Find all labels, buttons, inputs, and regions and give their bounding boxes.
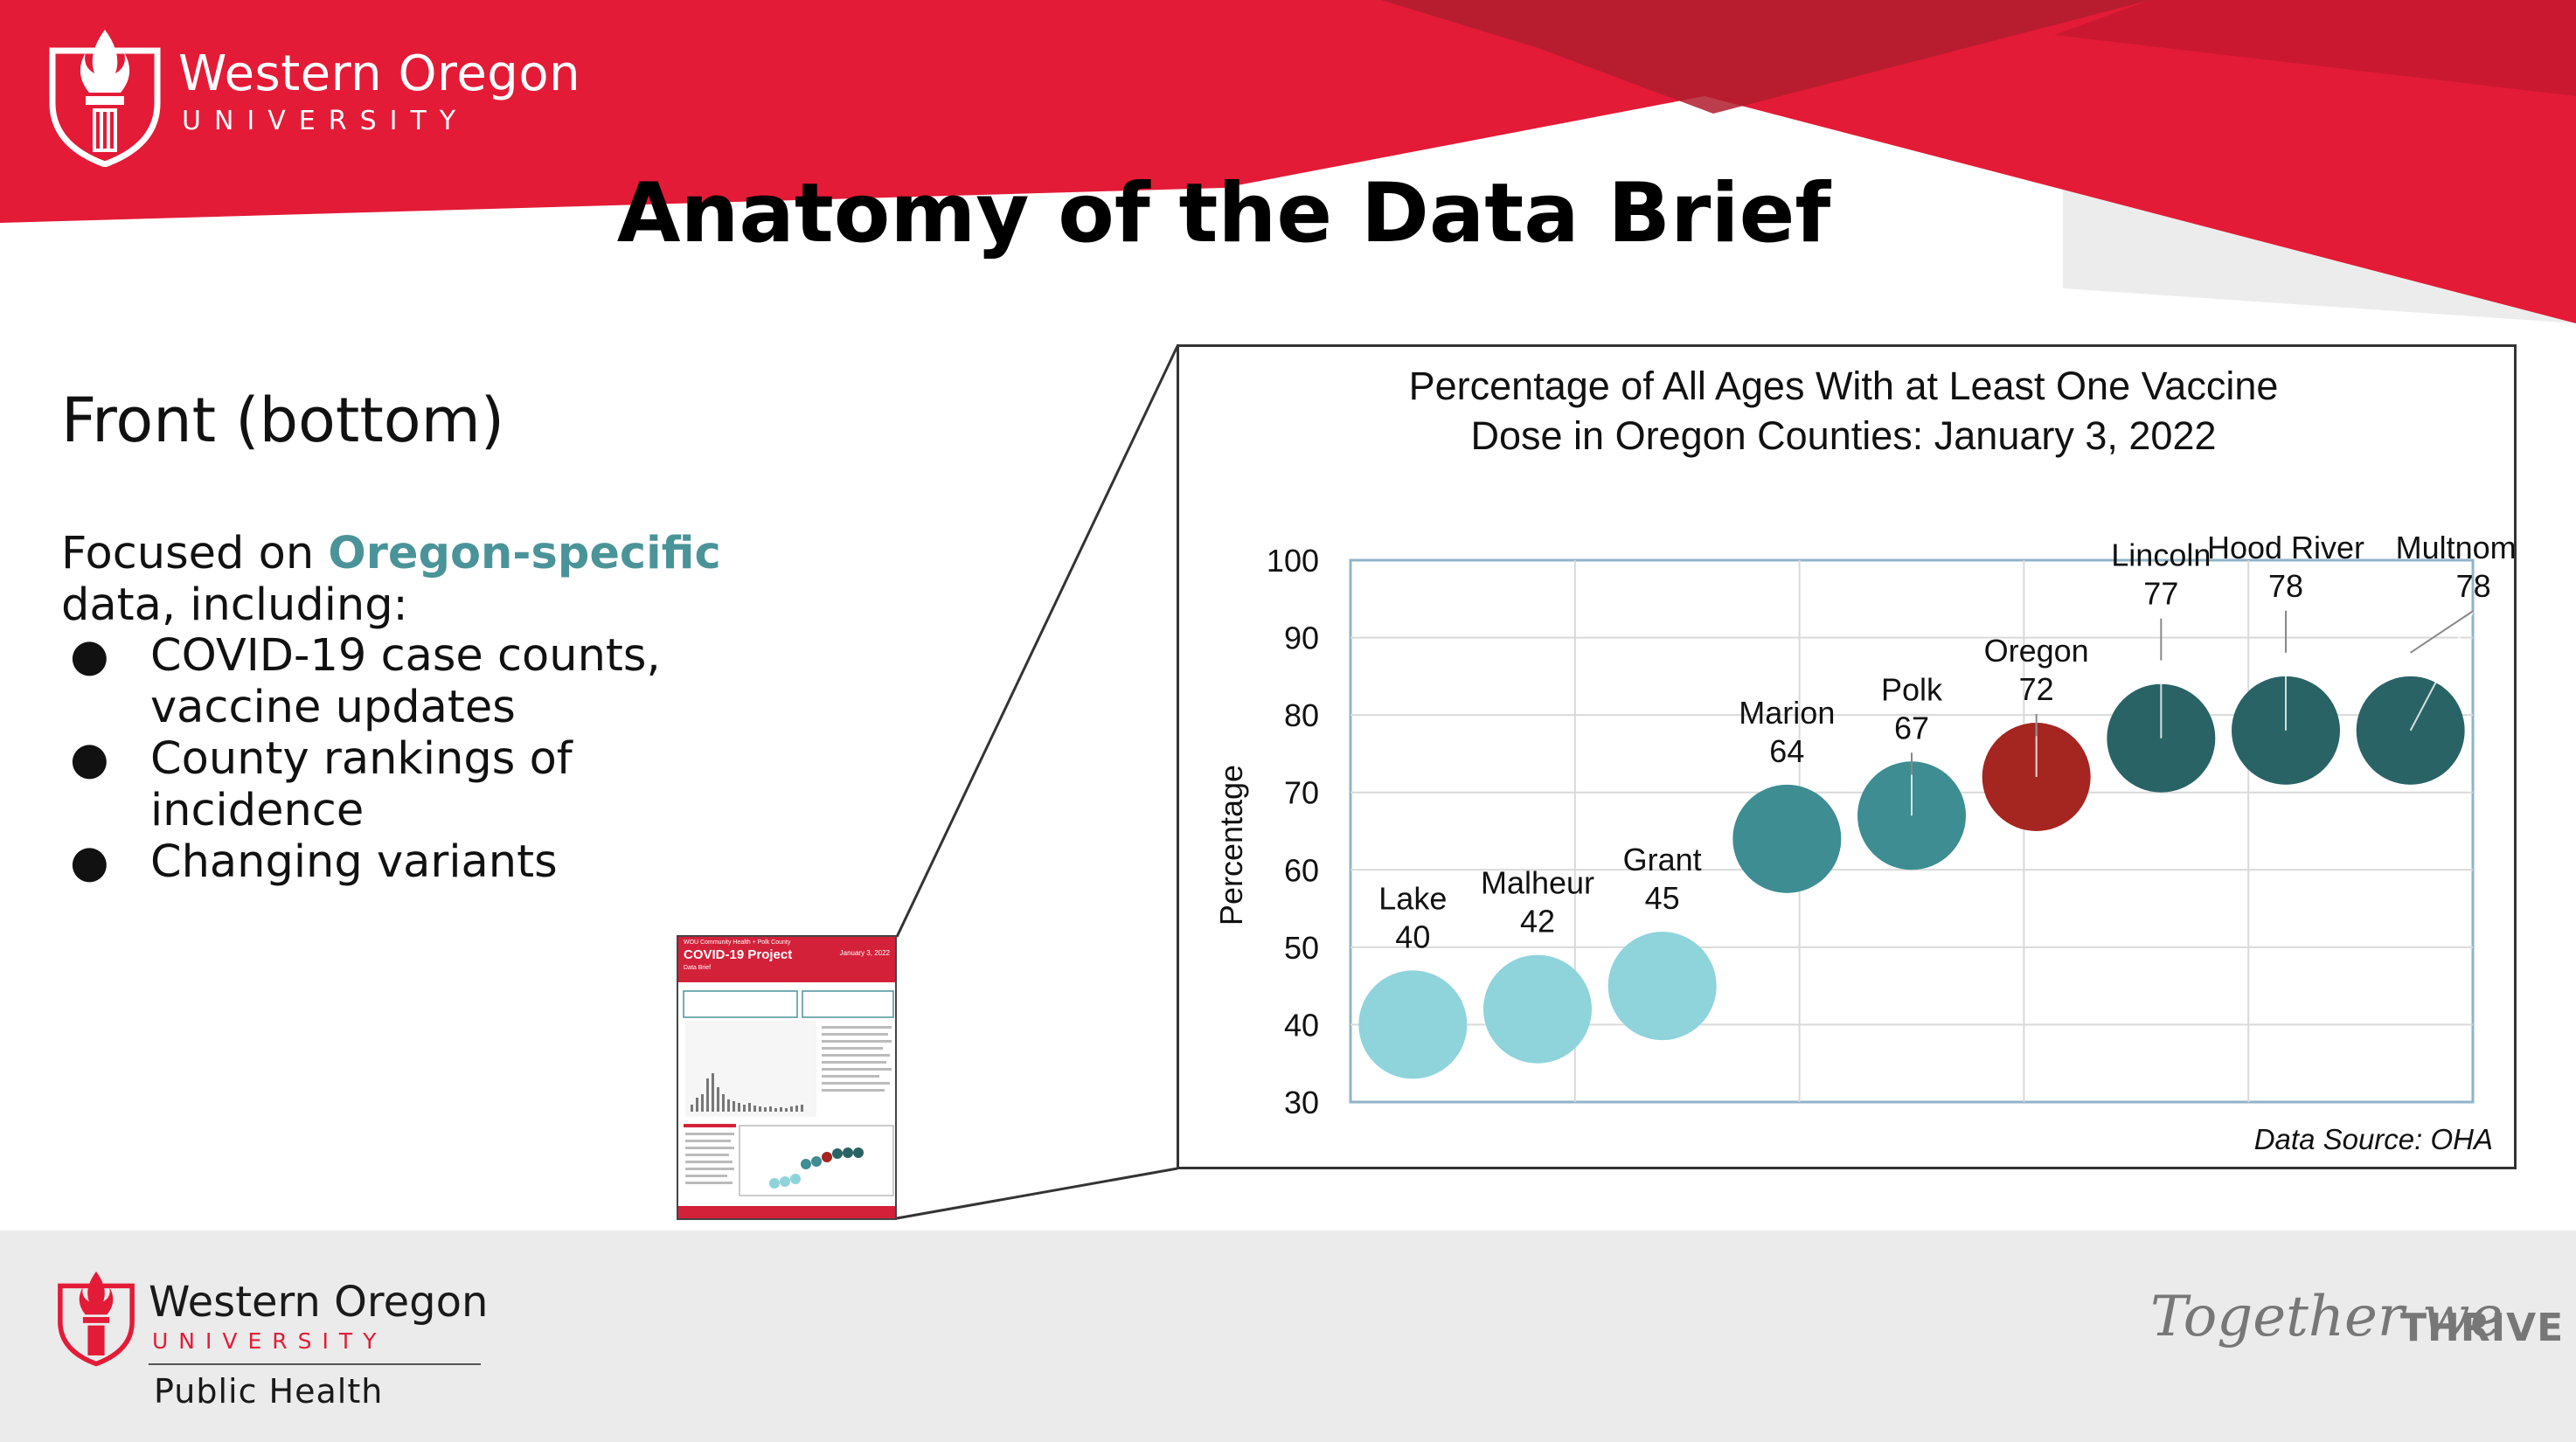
intro-line-1: Focused on Oregon-specific: [61, 528, 848, 579]
bullet-dot: ●: [70, 733, 109, 785]
section-heading: Front (bottom): [61, 385, 505, 456]
data-label-value: 40: [1395, 919, 1430, 954]
bullet-line: incidence: [150, 785, 365, 836]
y-tick-label: 100: [1267, 543, 1319, 579]
thumbnail-body: [678, 990, 895, 1218]
thumbnail-subtitle: Data Brief: [684, 965, 712, 971]
data-label-name: Hood River: [2207, 530, 2364, 565]
chart-y-axis-label: Percentage: [1213, 765, 1249, 926]
leader-line: [2409, 610, 2475, 731]
thumbnail-header: WOU Community Health + Polk County COVID…: [678, 937, 895, 982]
tagline-script: Together we: [2150, 1285, 2503, 1349]
header-logo-university: UNIVERSITY: [182, 106, 469, 136]
vaccine-chart: Percentage of All Ages With at Least One…: [1177, 344, 2517, 1169]
data-label-name: Malheur: [1481, 865, 1594, 901]
y-tick-label: 70: [1284, 775, 1319, 811]
bullet-line: County rankings of: [150, 733, 573, 785]
data-label-value: 72: [2019, 671, 2054, 707]
torch-shield-icon: [58, 1271, 135, 1367]
bullet-line: Changing variants: [150, 836, 558, 888]
thumbnail-header-line: WOU Community Health + Polk County: [684, 939, 791, 946]
bubble-malheur: [1483, 954, 1592, 1064]
data-label-name: Lake: [1378, 880, 1447, 916]
bubble-lake: [1358, 970, 1468, 1079]
data-label-name: Polk: [1881, 671, 1943, 707]
data-label-value: 78: [2268, 568, 2303, 604]
footer-logo-university: UNIVERSITY: [152, 1328, 387, 1354]
bullet-line: vaccine updates: [150, 682, 516, 733]
leader-line: [2410, 610, 2475, 654]
data-label-name: Grant: [1623, 842, 1702, 877]
bubble-multnomah: [2356, 676, 2465, 785]
y-tick-label: 40: [1284, 1007, 1319, 1043]
vaccine-bubble-chart: Percentage of All Ages With at Least One…: [1213, 364, 2514, 1155]
y-tick-label: 60: [1284, 852, 1319, 888]
intro-accent: Oregon-specific: [328, 528, 721, 579]
y-tick-label: 80: [1284, 697, 1319, 733]
thumbnail-date: January 3, 2022: [839, 949, 890, 957]
data-brief-thumbnail[interactable]: WOU Community Health + Polk County COVID…: [677, 935, 897, 1220]
data-label-name: Marion: [1739, 695, 1835, 731]
intro-line-2: data, including:: [61, 579, 408, 631]
data-label-value: 77: [2143, 576, 2178, 612]
header-logo-name: Western Oregon: [178, 45, 581, 102]
tagline-bold: THRIVE: [2400, 1306, 2565, 1350]
footer-logo-name: Western Oregon: [149, 1278, 489, 1327]
data-label-name: Oregon: [1984, 633, 2089, 669]
chart-data-source: Data Source: OHA: [2254, 1123, 2493, 1155]
data-label-value: 42: [1520, 904, 1555, 939]
header-logo[interactable]: Western Oregon UNIVERSITY: [44, 23, 612, 171]
slide-title: Anatomy of the Data Brief: [616, 166, 1831, 261]
y-tick-label: 30: [1284, 1085, 1319, 1120]
torch-shield-icon: [49, 30, 161, 167]
data-label-value: 67: [1894, 710, 1929, 745]
thumbnail-title: COVID-19 Project: [684, 947, 793, 962]
intro-text: Focused on Oregon-specific data, includi…: [61, 528, 848, 631]
bubble-grant: [1607, 932, 1717, 1041]
intro-prefix: Focused on: [61, 528, 329, 579]
data-label-value: 78: [2456, 568, 2491, 604]
data-label-name: Multnomah: [2396, 530, 2514, 565]
bullet-dot: ●: [70, 630, 109, 682]
footer-logo[interactable]: Western Oregon UNIVERSITY Public Health: [54, 1265, 509, 1423]
footer-divider: [149, 1363, 481, 1365]
chart-title-line-1: Percentage of All Ages With at Least One…: [1409, 364, 2279, 408]
bubble-hood-river: [2232, 676, 2340, 785]
data-label-value: 64: [1769, 733, 1804, 769]
footer: [0, 1231, 2576, 1442]
y-tick-label: 90: [1284, 620, 1319, 656]
y-tick-label: 50: [1284, 930, 1319, 966]
bullet-list: ● COVID-19 case counts, vaccine updates …: [70, 630, 857, 892]
bullet-dot: ●: [70, 836, 109, 888]
data-label-value: 45: [1645, 880, 1680, 916]
chart-y-axis: 30 40 50 60 70 80 90 100: [1267, 543, 1319, 1120]
bubble-marion: [1732, 784, 1842, 893]
data-label-name: Lincoln: [2111, 537, 2211, 573]
bullet-line: COVID-19 case counts,: [150, 630, 661, 682]
footer-department: Public Health: [154, 1372, 384, 1411]
tagline: Together we THRIVE: [2150, 1276, 2563, 1381]
chart-title-line-2: Dose in Oregon Counties: January 3, 2022: [1470, 413, 2216, 458]
